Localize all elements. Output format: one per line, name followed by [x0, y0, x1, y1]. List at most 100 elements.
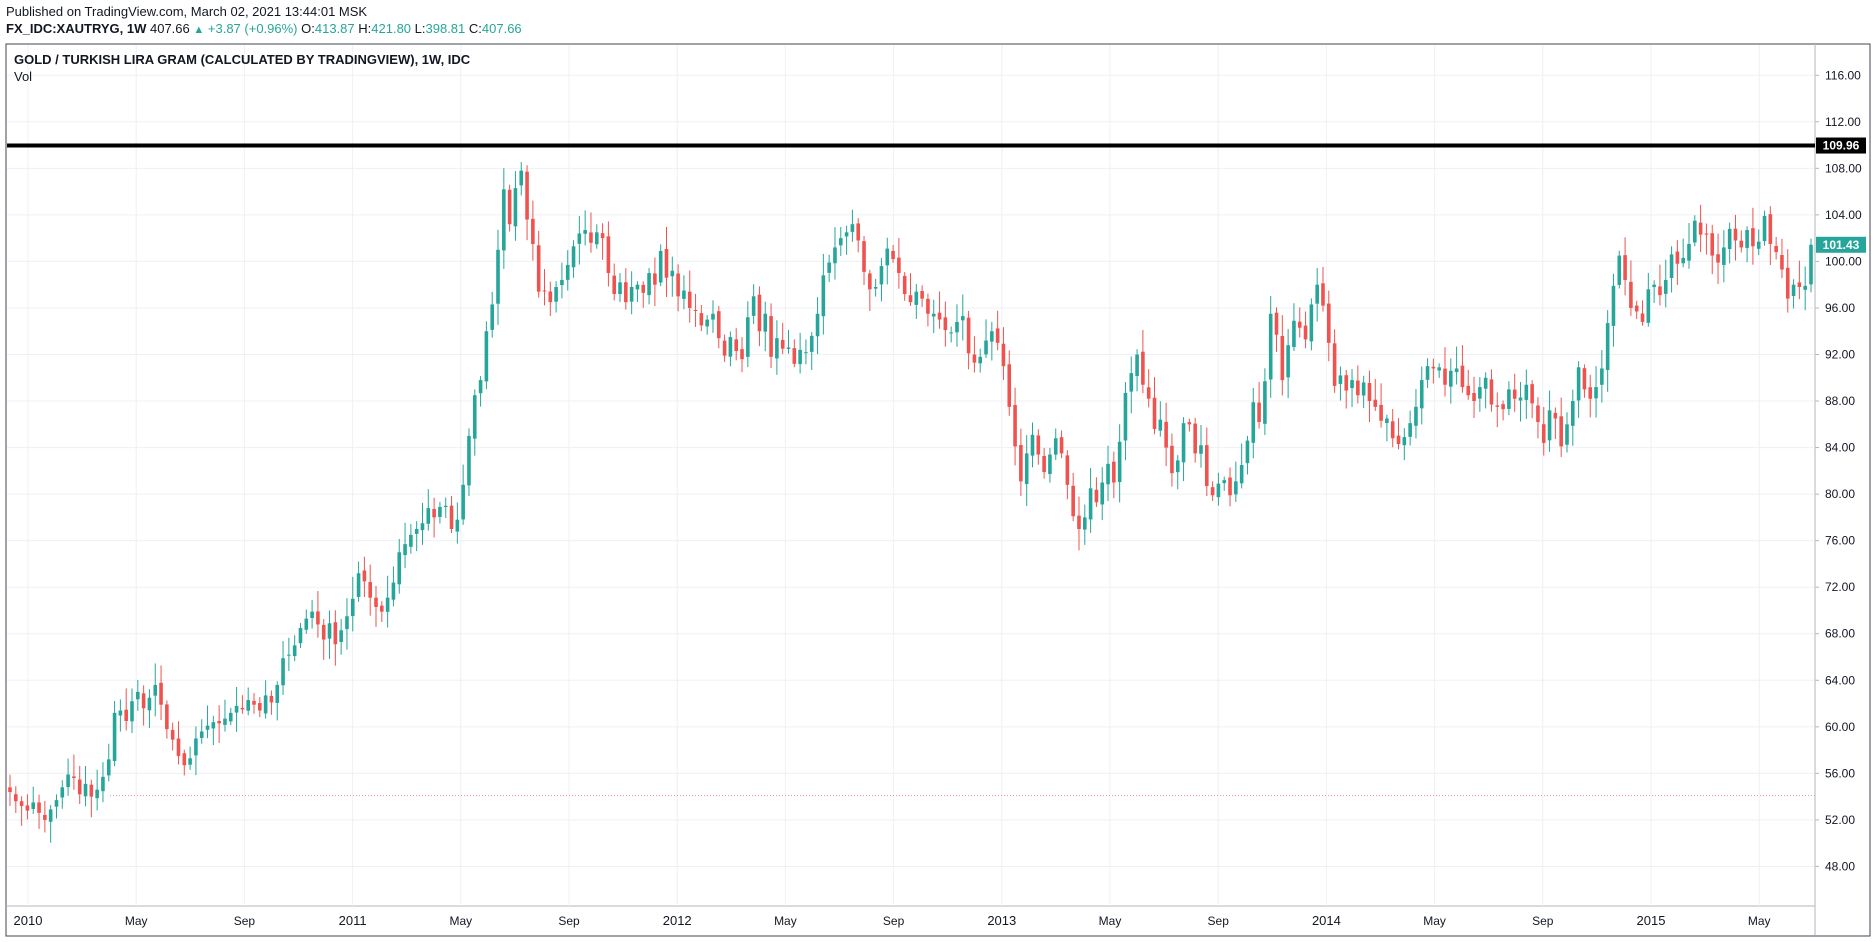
candle-down — [240, 707, 245, 710]
candle-down — [769, 316, 773, 357]
candle-up — [478, 380, 483, 394]
candle-up — [1454, 368, 1459, 373]
price-change: +3.87 (+0.96%) — [207, 21, 298, 36]
candle-down — [897, 257, 901, 274]
candle-up — [1117, 441, 1122, 483]
candle-down — [1373, 399, 1378, 407]
candle-down — [380, 605, 384, 612]
candle-up — [1292, 320, 1296, 348]
candle-down — [862, 241, 866, 272]
candle-up — [1745, 229, 1749, 248]
candle-up — [751, 296, 756, 316]
candle-down — [1356, 380, 1360, 396]
candle-up — [1088, 488, 1093, 520]
candle-up — [1100, 482, 1105, 505]
candle-up — [705, 319, 709, 327]
candle-down — [1541, 424, 1546, 443]
candle-up — [496, 249, 500, 304]
candle-down — [362, 570, 367, 582]
candle-down — [1710, 233, 1715, 256]
y-tick-label: 96.00 — [1825, 301, 1855, 315]
candle-down — [316, 611, 320, 625]
horizontal-line-price-label: 109.96 — [1823, 139, 1860, 153]
candle-down — [368, 582, 373, 598]
candle-up — [844, 232, 849, 237]
candle-up — [821, 275, 826, 317]
candle-up — [304, 618, 309, 630]
x-tick-label: Sep — [234, 914, 256, 928]
candle-up — [1693, 220, 1697, 243]
candle-up — [1222, 480, 1227, 484]
candle-up — [472, 395, 477, 439]
candle-up — [1239, 465, 1244, 484]
candle-down — [693, 310, 698, 312]
candle-down — [19, 801, 24, 806]
candle-down — [1472, 392, 1476, 402]
candle-up — [728, 337, 733, 357]
x-tick-label: May — [1748, 914, 1771, 928]
candle-up — [438, 506, 442, 517]
candle-up — [234, 705, 239, 713]
candle-down — [624, 282, 628, 303]
candle-down — [868, 273, 872, 290]
candle-down — [1042, 456, 1046, 473]
candle-down — [1321, 283, 1325, 306]
candle-up — [1524, 384, 1529, 400]
candle-down — [258, 703, 262, 711]
candle-up — [101, 776, 105, 792]
candle-down — [1768, 214, 1773, 244]
candle-down — [1443, 368, 1447, 385]
candle-up — [223, 718, 227, 725]
candle-up — [984, 340, 988, 355]
symbol-name: FX_IDC:XAUTRYG, 1W — [6, 21, 147, 36]
candle-up — [1053, 438, 1058, 455]
candle-down — [321, 624, 326, 640]
low-label: L: — [414, 21, 426, 36]
candle-up — [1199, 445, 1203, 454]
candle-down — [1112, 461, 1116, 483]
candle-up — [188, 758, 192, 765]
candle-up — [420, 523, 425, 531]
candle-up — [1234, 481, 1238, 495]
candle-down — [1204, 445, 1209, 486]
candle-down — [1658, 286, 1662, 296]
candle-down — [432, 508, 436, 518]
candle-down — [252, 700, 256, 705]
candle-up — [60, 787, 65, 798]
candle-up — [95, 789, 99, 799]
y-tick-label: 76.00 — [1825, 534, 1855, 548]
candle-down — [1785, 267, 1790, 299]
candle-down — [902, 275, 907, 294]
candle-up — [914, 291, 919, 305]
candle-up — [1448, 370, 1453, 387]
candle-down — [1013, 405, 1017, 447]
y-tick-label: 64.00 — [1825, 673, 1855, 687]
candle-down — [1431, 366, 1436, 369]
candle-up — [414, 529, 419, 534]
candle-up — [1518, 397, 1523, 401]
candle-up — [1024, 453, 1029, 484]
candle-up — [1803, 285, 1807, 290]
candle-up — [809, 335, 814, 352]
y-tick-label: 56.00 — [1825, 766, 1855, 780]
candle-up — [804, 352, 808, 354]
candle-up — [1605, 323, 1610, 371]
candle-down — [716, 311, 721, 339]
candle-up — [1245, 440, 1250, 464]
candle-down — [1332, 343, 1337, 386]
candle-down — [1629, 281, 1633, 308]
candle-up — [1414, 406, 1418, 426]
candle-up — [356, 573, 361, 597]
y-tick-label: 52.00 — [1825, 813, 1855, 827]
low-value: 398.81 — [425, 21, 466, 36]
candle-up — [1286, 345, 1290, 378]
candle-down — [641, 284, 646, 293]
candle-up — [1082, 517, 1087, 530]
candle-up — [403, 544, 407, 556]
candle-down — [664, 248, 669, 278]
candle-up — [345, 616, 349, 630]
x-tick-label: May — [1099, 914, 1122, 928]
candle-down — [734, 339, 739, 352]
x-tick-label: May — [774, 914, 797, 928]
